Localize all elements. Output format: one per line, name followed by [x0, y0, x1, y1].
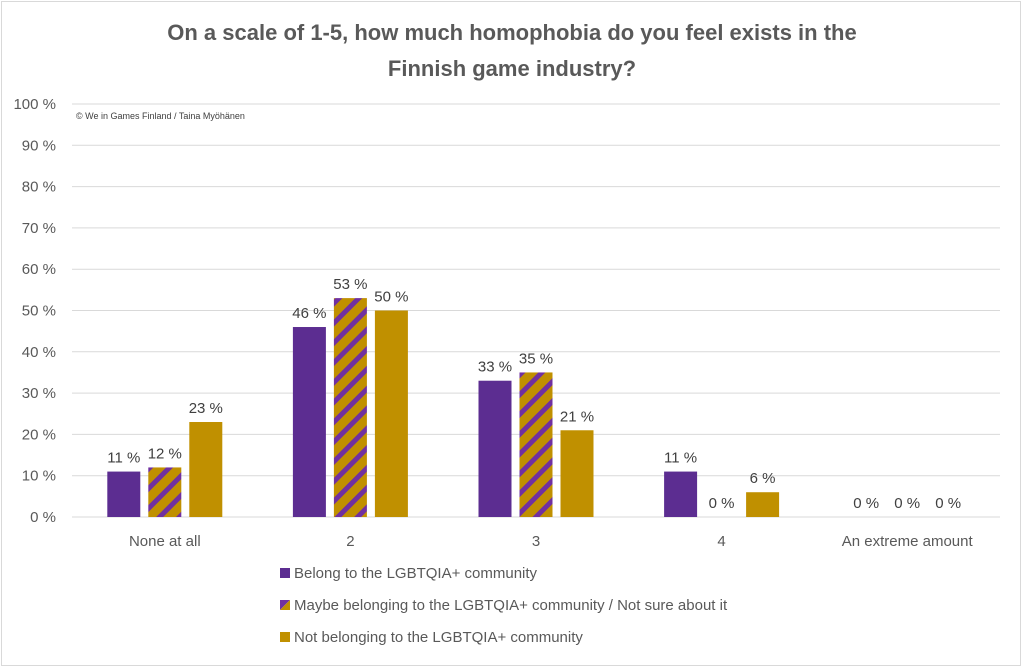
legend-label: Not belonging to the LGBTQIA+ community: [294, 629, 583, 646]
y-tick-label: 70 %: [22, 220, 56, 237]
bar: [560, 430, 594, 517]
data-label: 0 %: [935, 495, 961, 512]
y-tick-label: 90 %: [22, 137, 56, 154]
bar: [746, 492, 780, 517]
data-label: 53 %: [333, 276, 367, 293]
y-tick-label: 100 %: [13, 96, 56, 113]
data-label: 6 %: [750, 470, 776, 487]
data-label: 21 %: [560, 408, 594, 425]
data-label: 23 %: [189, 400, 223, 417]
x-tick-label: 2: [346, 533, 354, 550]
x-tick-label: None at all: [129, 533, 201, 550]
bar: [519, 372, 553, 517]
data-label: 0 %: [709, 495, 735, 512]
bar: [107, 471, 141, 517]
x-tick-label: An extreme amount: [842, 533, 974, 550]
legend-label: Maybe belonging to the LGBTQIA+ communit…: [294, 597, 728, 614]
y-tick-label: 40 %: [22, 344, 56, 361]
data-label: 0 %: [894, 495, 920, 512]
legend-swatch: [280, 600, 290, 610]
y-tick-label: 60 %: [22, 261, 56, 278]
legend-swatch: [280, 632, 290, 642]
bar: [374, 310, 408, 517]
chart-title-line-2: Finnish game industry?: [388, 56, 636, 81]
bar: [333, 298, 367, 517]
y-tick-label: 0 %: [30, 509, 56, 526]
bar: [664, 471, 698, 517]
data-label: 33 %: [478, 359, 512, 376]
legend-label: Belong to the LGBTQIA+ community: [294, 565, 538, 582]
data-label: 11 %: [107, 450, 140, 467]
x-tick-label: 3: [532, 533, 540, 550]
y-tick-label: 10 %: [22, 468, 56, 485]
data-label: 12 %: [148, 445, 182, 462]
y-tick-label: 30 %: [22, 385, 56, 402]
bar: [292, 327, 326, 517]
y-tick-label: 50 %: [22, 303, 56, 320]
data-label: 11 %: [664, 450, 697, 467]
data-label: 46 %: [292, 305, 326, 322]
legend-swatch: [280, 568, 290, 578]
data-label: 0 %: [853, 495, 879, 512]
credit-text: © We in Games Finland / Taina Myöhänen: [76, 111, 245, 121]
bar: [148, 467, 182, 517]
data-label: 50 %: [374, 289, 408, 306]
chart-title-line-1: On a scale of 1-5, how much homophobia d…: [167, 20, 856, 45]
x-tick-label: 4: [717, 533, 725, 550]
data-label: 35 %: [519, 350, 553, 367]
bar: [189, 422, 223, 517]
bar: [478, 380, 512, 517]
y-tick-label: 20 %: [22, 426, 56, 443]
y-tick-label: 80 %: [22, 179, 56, 196]
